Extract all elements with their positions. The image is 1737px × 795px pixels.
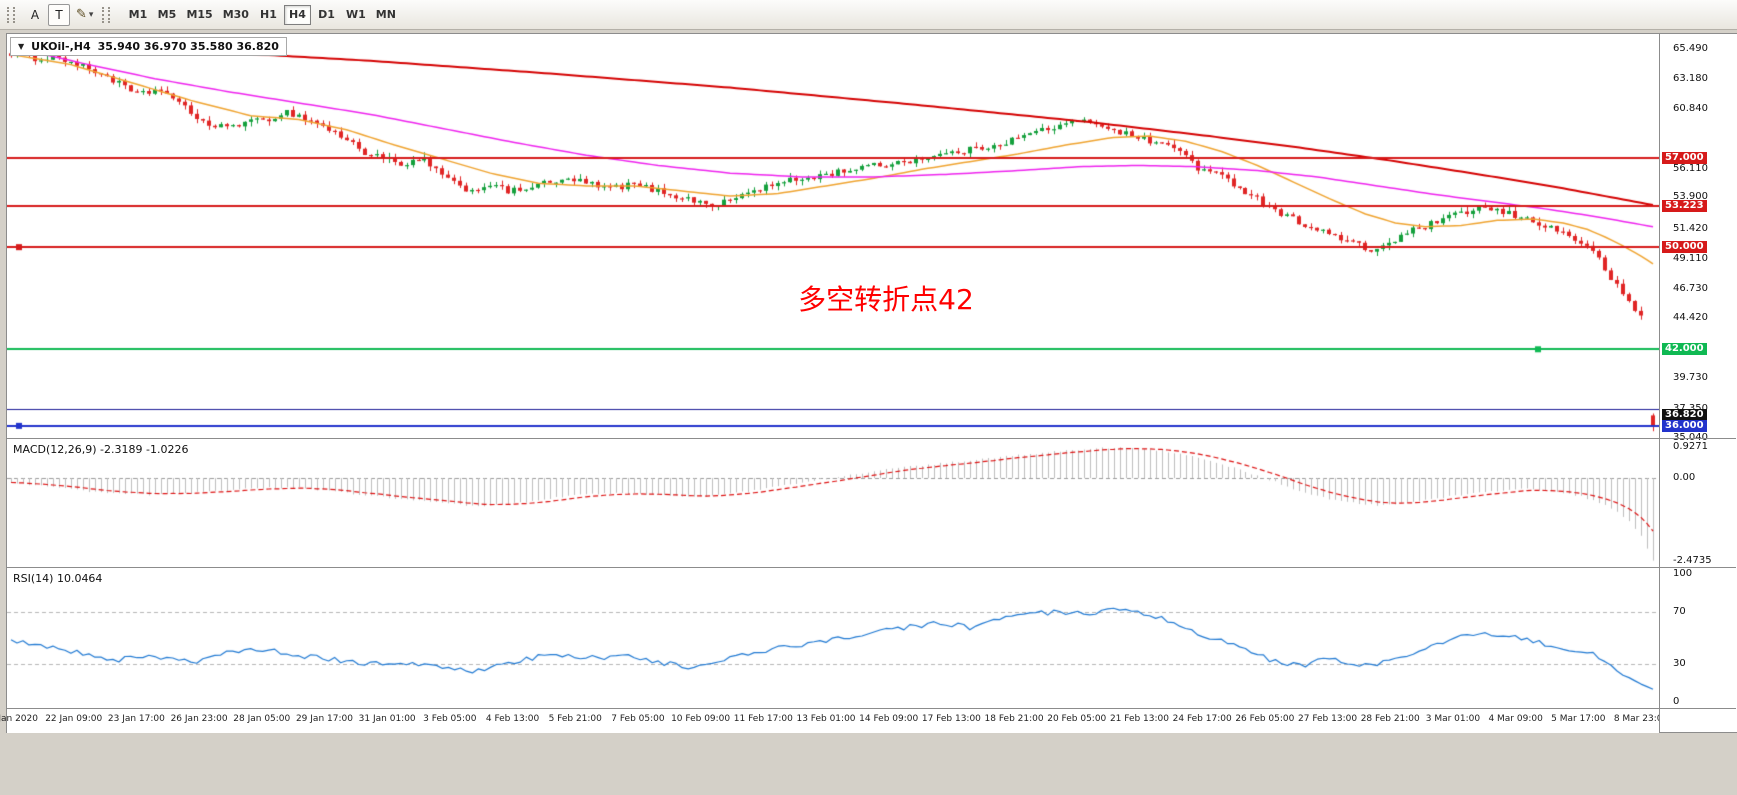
price-level-badge: 42.000 <box>1662 343 1707 356</box>
price-axis-tick: 39.730 <box>1673 372 1708 384</box>
time-axis: 21 Jan 2020 22 Jan 09:00 23 Jan 17:00 26 Ja… <box>0 709 1668 733</box>
time-axis-label: 26 Feb 05:00 <box>1235 714 1295 724</box>
macd-axis-label: 0.00 <box>1673 472 1696 484</box>
toolbar-grip-handle[interactable] <box>7 6 15 23</box>
time-axis-label: 21 Feb 13:00 <box>1109 714 1169 724</box>
time-axis-label: 4 Mar 09:00 <box>1488 714 1543 724</box>
panel-splitter[interactable] <box>7 438 1736 439</box>
pencil-icon: ✎ <box>76 7 87 22</box>
draw-tool-button[interactable]: ✎ ▾ <box>72 4 97 26</box>
panel-splitter[interactable] <box>7 708 1736 709</box>
timeframe-h4-button[interactable]: H4 <box>283 4 311 25</box>
main-chart-canvas[interactable] <box>7 34 1659 438</box>
macd-axis-label: 0.9271 <box>1673 441 1708 452</box>
time-axis-label: 24 Feb 17:00 <box>1172 714 1232 724</box>
price-axis-tick: 35.040 <box>1673 432 1708 444</box>
rsi-axis-label: 70 <box>1673 606 1686 618</box>
timeframe-h1-button[interactable]: H1 <box>260 8 277 21</box>
time-axis-label: 3 Mar 01:00 <box>1425 714 1481 724</box>
timeframe-m5-button[interactable]: M5 <box>157 8 177 21</box>
time-axis-label: 13 Feb 01:00 <box>796 714 856 724</box>
timeframe-m15-button[interactable]: M15 <box>186 8 213 21</box>
price-axis-tick: 37.350 <box>1673 402 1708 414</box>
toolbar: A T ✎ ▾ M1 M5 M15 M30 H1 H4 D1 W1 MN <box>0 0 1737 30</box>
rsi-label: RSI(14) 10.0464 <box>13 572 103 585</box>
text-tool-a-button[interactable]: A <box>30 7 40 22</box>
time-axis-label: 26 Jan 23:00 <box>170 714 228 724</box>
time-axis-label: 3 Feb 05:00 <box>423 714 477 724</box>
chevron-down-icon: ▾ <box>88 9 94 20</box>
time-axis-label: 22 Jan 09:00 <box>45 714 103 724</box>
price-axis-tick: 56.110 <box>1673 163 1708 175</box>
time-axis-label: 18 Feb 21:00 <box>984 714 1044 724</box>
timeframe-w1-button[interactable]: W1 <box>345 8 366 21</box>
axis-separator <box>1659 34 1660 732</box>
chart-window: ▼ UKOil-,H4 35.940 36.970 35.580 36.820 … <box>0 33 1737 733</box>
symbol-label: ▼ UKOil-,H4 35.940 36.970 35.580 36.820 <box>10 37 287 56</box>
time-axis-label: 7 Feb 05:00 <box>611 714 665 724</box>
time-axis-label: 28 Feb 21:00 <box>1360 714 1420 724</box>
macd-panel: MACD(12,26,9) -2.3189 -1.0226 <box>7 439 1659 567</box>
time-axis-label: 17 Feb 13:00 <box>921 714 981 724</box>
price-level-badge: 36.000 <box>1662 419 1707 432</box>
time-axis-label: 5 Feb 21:00 <box>548 714 602 724</box>
rsi-canvas[interactable] <box>7 568 1659 708</box>
price-axis-tick: 65.490 <box>1673 43 1708 55</box>
price-axis-tick: 46.730 <box>1673 282 1708 294</box>
rsi-panel: RSI(14) 10.0464 <box>7 568 1659 708</box>
timeframe-d1-button[interactable]: D1 <box>318 8 335 21</box>
time-axis-label: 23 Jan 17:00 <box>107 714 165 724</box>
price-axis-tick: 60.840 <box>1673 102 1708 114</box>
price-axis: 65.490 63.180 60.840 56.110 53.900 51.420 49.1… <box>1660 34 1737 732</box>
time-axis-label: 11 Feb 17:00 <box>733 714 793 724</box>
rsi-axis-label: 30 <box>1673 657 1686 669</box>
symbol-period-text: UKOil-,H4 <box>31 40 91 53</box>
price-level-badge: 57.000 <box>1662 151 1707 164</box>
price-axis-tick: 63.180 <box>1673 72 1708 84</box>
price-axis-tick: 53.900 <box>1673 191 1708 203</box>
time-axis-label: 14 Feb 09:00 <box>859 714 919 724</box>
price-level-badge: 53.223 <box>1662 200 1707 213</box>
price-axis-tick: 49.110 <box>1673 252 1708 264</box>
toolbar-grip-handle[interactable] <box>102 6 111 23</box>
time-axis-label: 31 Jan 01:00 <box>358 714 416 724</box>
dropdown-caret-icon[interactable]: ▼ <box>18 42 25 51</box>
time-axis-label: 8 Mar 23:00 <box>1613 714 1669 724</box>
time-axis-label: 28 Jan 05:00 <box>233 714 291 724</box>
main-chart-panel: ▼ UKOil-,H4 35.940 36.970 35.580 36.820 … <box>7 34 1659 438</box>
time-axis-label: 5 Mar 17:00 <box>1551 714 1606 724</box>
timeframe-m1-button[interactable]: M1 <box>128 8 148 21</box>
rsi-axis-label: 100 <box>1673 568 1693 579</box>
macd-axis-label: -2.4735 <box>1673 555 1712 566</box>
time-axis-label: 20 Feb 05:00 <box>1047 714 1107 724</box>
time-axis-label: 10 Feb 09:00 <box>671 714 731 724</box>
current-price-badge: 36.820 <box>1662 409 1707 422</box>
time-axis-label: 4 Feb 13:00 <box>485 714 540 724</box>
timeframe-group: M1 M5 M15 M30 H1 H4 D1 W1 MN <box>123 4 400 25</box>
chart-text-annotation[interactable]: 多空转折点42 <box>798 283 974 316</box>
macd-canvas[interactable] <box>7 439 1659 567</box>
price-axis-tick: 44.420 <box>1673 312 1708 324</box>
timeframe-mn-button[interactable]: MN <box>375 8 396 21</box>
panel-splitter[interactable] <box>7 567 1736 568</box>
price-level-badge: 50.000 <box>1662 241 1707 254</box>
price-axis-tick: 51.420 <box>1673 223 1708 235</box>
timeframe-m30-button[interactable]: M30 <box>222 8 249 21</box>
time-axis-label: 29 Jan 17:00 <box>295 714 353 724</box>
time-axis-label: 27 Feb 13:00 <box>1298 714 1358 724</box>
time-axis-label: 21 Jan 2020 <box>0 714 38 724</box>
text-tool-t-button[interactable]: T <box>48 3 70 26</box>
macd-label: MACD(12,26,9) -2.3189 -1.0226 <box>13 443 189 456</box>
rsi-axis-label: 0 <box>1673 696 1680 707</box>
ohlc-values: 35.940 36.970 35.580 36.820 <box>97 40 279 53</box>
